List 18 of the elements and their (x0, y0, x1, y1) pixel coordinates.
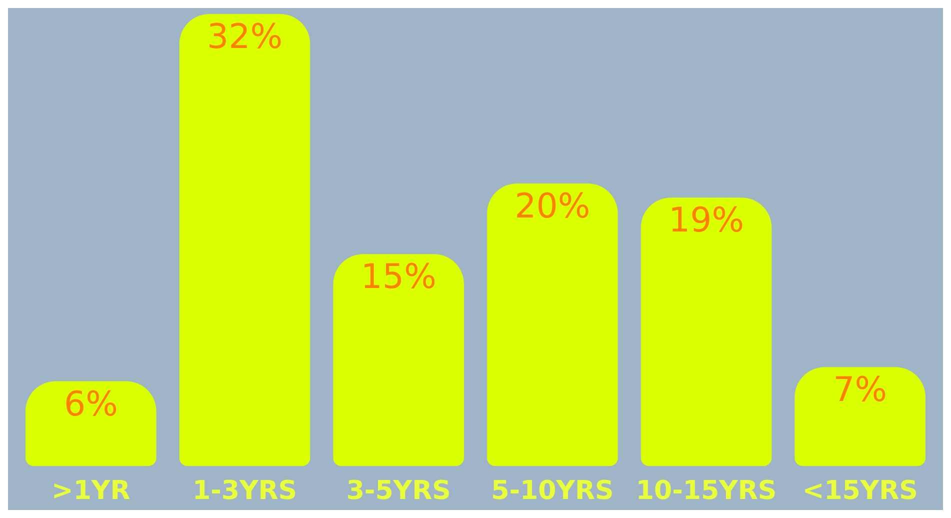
x-tick-label: >1YR (52, 476, 130, 506)
bar (179, 14, 310, 466)
data-label: 7% (833, 370, 888, 410)
x-tick-label: 5-10YRS (491, 476, 614, 506)
data-label: 20% (514, 186, 590, 226)
bar (794, 367, 926, 466)
bar (487, 184, 618, 466)
x-tick-label: 1-3YRS (192, 476, 298, 506)
data-label: 15% (360, 257, 436, 298)
bar (640, 198, 772, 466)
data-label: 32% (206, 17, 283, 57)
x-tick-label: 10-15YRS (636, 476, 777, 506)
data-label: 19% (668, 200, 744, 241)
x-tick-label: 3-5YRS (346, 476, 451, 506)
x-tick-label: <15YRS (802, 476, 918, 506)
data-label: 6% (64, 384, 118, 424)
bar (333, 254, 464, 466)
bar (26, 381, 156, 466)
